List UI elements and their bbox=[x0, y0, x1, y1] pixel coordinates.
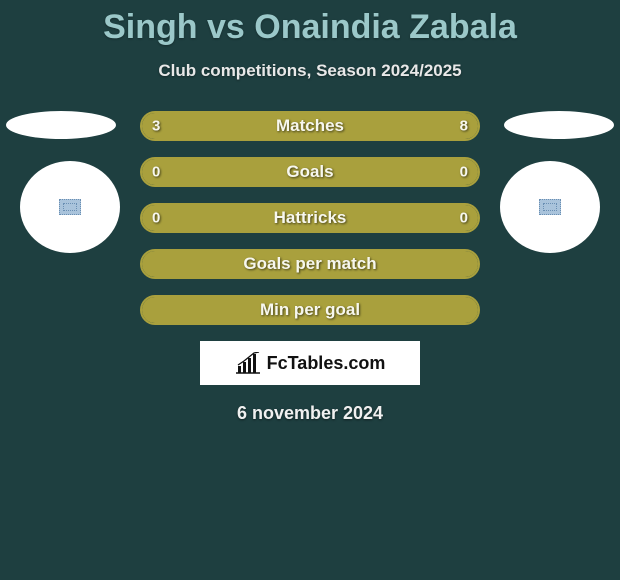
comparison-section: Matches38Goals00Hattricks00Goals per mat… bbox=[0, 111, 620, 424]
subtitle: Club competitions, Season 2024/2025 bbox=[0, 61, 620, 81]
player-left-logo-ellipse bbox=[6, 111, 116, 139]
stat-label: Matches bbox=[142, 116, 478, 136]
stat-row: Matches3 8 bbox=[140, 111, 480, 141]
stat-row: Min per goal bbox=[140, 295, 480, 325]
stat-value-left: 0 bbox=[152, 164, 160, 181]
placeholder-icon bbox=[539, 199, 561, 215]
stat-value-left: 3 bbox=[152, 118, 160, 135]
stat-label: Min per goal bbox=[142, 300, 478, 320]
stat-row: Hattricks0 0 bbox=[140, 203, 480, 233]
stat-row: Goals0 0 bbox=[140, 157, 480, 187]
stat-value-right: 8 bbox=[460, 118, 468, 135]
page-title: Singh vs Onaindia Zabala bbox=[0, 0, 620, 47]
date-label: 6 november 2024 bbox=[0, 403, 620, 424]
player-right-badge bbox=[500, 161, 600, 253]
chart-icon bbox=[235, 352, 261, 374]
stat-row: Goals per match bbox=[140, 249, 480, 279]
stat-label: Hattricks bbox=[142, 208, 478, 228]
stat-value-right: 0 bbox=[460, 210, 468, 227]
source-logo: FcTables.com bbox=[200, 341, 420, 385]
placeholder-icon bbox=[59, 199, 81, 215]
stat-label: Goals bbox=[142, 162, 478, 182]
stat-bars: Matches38Goals00Hattricks00Goals per mat… bbox=[140, 111, 480, 325]
stat-value-left: 0 bbox=[152, 210, 160, 227]
player-left-badge bbox=[20, 161, 120, 253]
player-right-logo-ellipse bbox=[504, 111, 614, 139]
stat-label: Goals per match bbox=[142, 254, 478, 274]
source-logo-text: FcTables.com bbox=[267, 353, 386, 374]
stat-value-right: 0 bbox=[460, 164, 468, 181]
